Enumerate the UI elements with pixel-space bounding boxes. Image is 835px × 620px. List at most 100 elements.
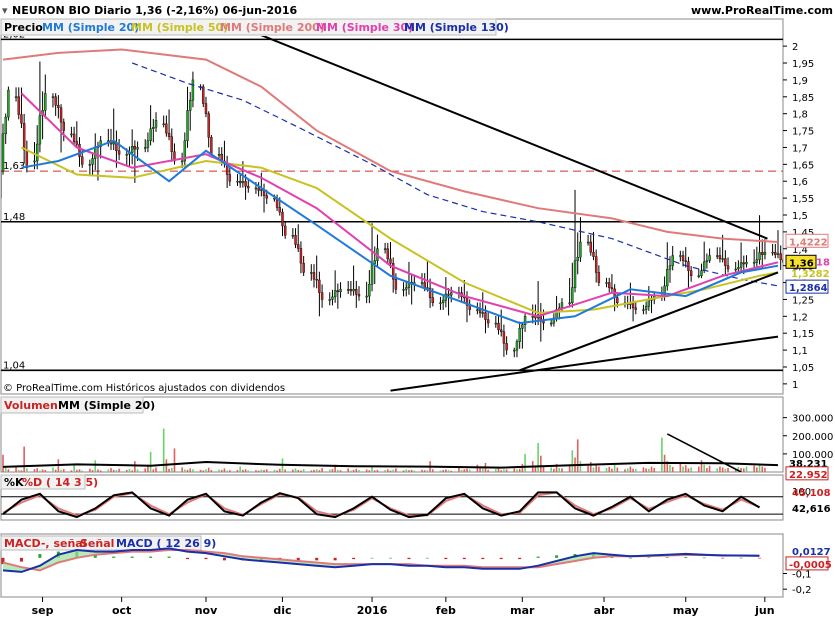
legend-mm130[interactable]: MM (Simple 130) [404,21,509,34]
macd-tick-label: -0,1 [792,570,812,581]
candle-body [405,287,408,290]
volume-bar [347,468,349,472]
candle-body [389,258,392,264]
volume-bar [716,468,719,472]
volume-bar [310,470,313,472]
candle-body [383,248,387,250]
legend-macd-signal[interactable]: MACD-, señal [4,537,86,550]
volume-bar [41,469,44,472]
candle-body [352,288,355,292]
volume-bar [561,468,563,472]
legend-d[interactable]: %D ( 14 3 5) [22,476,98,489]
legend-mm30[interactable]: MM (Simple 30) [316,21,413,34]
candle-body [165,123,168,134]
candle-body [610,287,614,290]
legend-mm20[interactable]: MM (Simple 20) [42,21,139,34]
volume-bar [207,467,210,472]
volume-bar [463,469,466,472]
time-tick-label: may [673,604,699,617]
macd-histogram-bar [628,557,632,559]
macd-histogram-bar [702,557,706,559]
volume-bar [642,467,645,472]
candle-body [478,309,482,314]
volume-bar [350,470,352,472]
volume-bar [423,470,426,472]
volume-bar [165,459,168,472]
volume-bar [54,469,57,472]
candle-body [450,292,453,296]
volume-bar [550,467,552,472]
volume-bar [294,468,297,472]
macd-histogram-bar [186,557,190,560]
candle-body [518,328,521,342]
candle-body [149,128,152,141]
volume-bar [292,469,294,472]
candle-body [4,116,7,135]
legend-mm200[interactable]: MM (Simple 200) [220,21,325,34]
candle-body [644,305,648,310]
site-link[interactable]: www.ProRealTime.com [691,4,833,17]
volume-bar [727,468,729,472]
legend-k[interactable]: %K [4,476,24,489]
candle-body [355,288,358,295]
candle-body [370,263,374,285]
volume-bar [724,468,727,472]
candle-body [54,96,57,106]
volume-bar [255,470,257,472]
candle-body [605,282,608,284]
volume-bar [645,468,647,472]
candle-body [758,252,761,260]
macd-histogram-bar [204,557,208,560]
volume-bar [1,469,2,472]
candle-body [782,259,783,263]
volume-bar [144,468,147,472]
candle-body [302,262,305,273]
volume-bar [15,466,17,472]
price-tag-partial: 1,3282 [791,269,830,280]
volume-bar [236,470,239,472]
macd-histogram-bar [518,557,522,560]
time-tick-label: oct [112,604,131,617]
volume-bar [147,464,149,472]
legend-macd[interactable]: MACD ( 12 26 9) [116,537,216,550]
volume-bar [608,466,611,472]
volume-bar [524,453,526,472]
legend-mm50[interactable]: MM (Simple 50) [131,21,228,34]
candle-body [70,133,73,136]
price-tick-label: 1,9 [792,76,808,87]
volume-bar [410,469,413,472]
candle-body [236,181,239,183]
legend-signal[interactable]: Señal [80,537,114,550]
macd-histogram-bar [93,555,97,558]
volume-bar [648,468,650,472]
legend-price[interactable]: Precio [4,21,43,34]
volume-bar [468,469,471,472]
volume-bar [384,470,386,472]
candle-body [365,295,368,298]
legend-volume[interactable]: Volumen [4,399,58,412]
candle-body [684,260,687,262]
macd-histogram-bar [296,557,300,561]
candle-body [349,289,353,292]
candle-body [721,258,724,260]
candle-body [260,189,263,191]
candle-body [666,269,669,287]
candle-body [386,248,389,260]
candle-body [291,235,295,237]
volume-bar [632,468,634,472]
volume-bar [192,469,194,472]
ma-line [20,92,779,318]
legend-vol-mm20[interactable]: MM (Simple 20) [58,399,155,412]
volume-bar [78,469,81,472]
candle-body [57,105,60,108]
trendline [390,335,779,392]
volume-bar [579,461,582,472]
candle-body [75,141,79,145]
candle-body [589,241,592,253]
macd-histogram-bar [389,557,392,559]
price-tick-label: 1,25 [792,295,814,306]
candle-body [328,299,331,301]
candle-body [62,121,65,131]
volume-bar [52,467,54,472]
candle-body [708,255,711,261]
